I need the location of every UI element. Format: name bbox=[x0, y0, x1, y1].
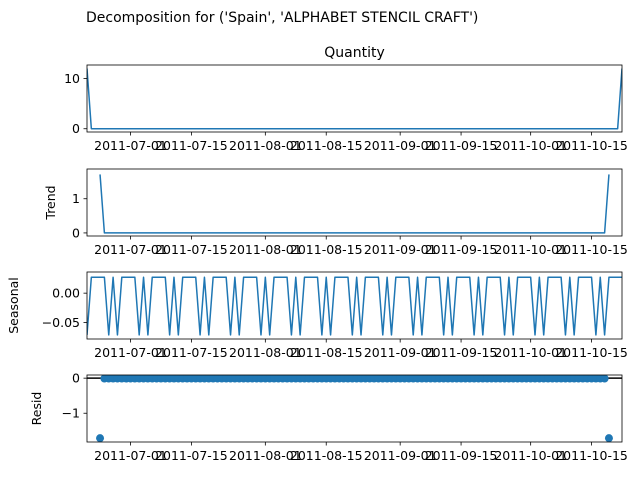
x-tick-label: 2011-08-01 bbox=[229, 448, 302, 463]
x-tick-label: 2011-10-01 bbox=[494, 448, 567, 463]
x-tick-label: 2011-07-15 bbox=[155, 242, 228, 257]
y-tick-label: 0 bbox=[72, 371, 80, 386]
x-tick-label: 2011-10-15 bbox=[555, 138, 628, 153]
x-tick-label: 2011-09-15 bbox=[425, 242, 498, 257]
x-tick-label: 2011-08-01 bbox=[229, 345, 302, 360]
y-axis-label: Trend bbox=[43, 185, 58, 220]
y-tick-label: 0.00 bbox=[52, 286, 80, 301]
plot-area bbox=[87, 276, 622, 336]
x-tick-label: 2011-09-01 bbox=[364, 138, 437, 153]
y-axis-label: Seasonal bbox=[6, 277, 21, 334]
x-tick-label: 2011-08-01 bbox=[229, 138, 302, 153]
x-tick-label: 2011-09-01 bbox=[364, 448, 437, 463]
x-tick-label: 2011-10-01 bbox=[494, 345, 567, 360]
series-line bbox=[87, 68, 622, 130]
axes-frame bbox=[86, 374, 623, 443]
y-tick-label: 0 bbox=[72, 225, 80, 240]
axes-frame bbox=[86, 64, 623, 133]
x-tick-label: 2011-07-15 bbox=[155, 448, 228, 463]
x-tick-label: 2011-10-15 bbox=[555, 242, 628, 257]
x-tick-label: 2011-08-15 bbox=[290, 448, 363, 463]
y-tick-label: 0 bbox=[72, 121, 80, 136]
x-tick-label: 2011-10-15 bbox=[555, 345, 628, 360]
plot-area bbox=[87, 68, 622, 130]
y-tick-label: −0.05 bbox=[42, 315, 80, 330]
x-tick-label: 2011-10-01 bbox=[494, 242, 567, 257]
figure-title: Decomposition for ('Spain', 'ALPHABET ST… bbox=[86, 10, 478, 26]
x-tick-label: 2011-08-15 bbox=[290, 345, 363, 360]
x-tick-label: 2011-07-15 bbox=[155, 345, 228, 360]
x-tick-label: 2011-10-01 bbox=[494, 138, 567, 153]
plot-area bbox=[87, 375, 622, 442]
resid-point bbox=[600, 375, 609, 383]
x-tick-label: 2011-07-01 bbox=[94, 448, 167, 463]
y-tick-label: 10 bbox=[64, 71, 80, 86]
x-tick-label: 2011-09-01 bbox=[364, 242, 437, 257]
x-tick-label: 2011-10-15 bbox=[555, 448, 628, 463]
panel-title: Quantity bbox=[324, 45, 385, 61]
x-tick-label: 2011-09-15 bbox=[425, 345, 498, 360]
y-tick-label: −1 bbox=[62, 406, 80, 421]
x-tick-label: 2011-07-01 bbox=[94, 138, 167, 153]
x-tick-label: 2011-09-01 bbox=[364, 345, 437, 360]
y-axis-label: Resid bbox=[29, 392, 44, 426]
resid-point bbox=[604, 434, 613, 442]
x-tick-label: 2011-07-01 bbox=[94, 242, 167, 257]
series-line bbox=[99, 174, 610, 234]
x-tick-label: 2011-09-15 bbox=[425, 448, 498, 463]
x-tick-label: 2011-08-01 bbox=[229, 242, 302, 257]
x-tick-label: 2011-07-01 bbox=[94, 345, 167, 360]
plot-area bbox=[99, 174, 610, 234]
axes-frame bbox=[86, 271, 623, 340]
axes-frame bbox=[86, 168, 623, 237]
x-tick-label: 2011-08-15 bbox=[290, 138, 363, 153]
x-tick-label: 2011-08-15 bbox=[290, 242, 363, 257]
x-tick-label: 2011-09-15 bbox=[425, 138, 498, 153]
y-tick-label: 1 bbox=[72, 191, 80, 206]
series-line bbox=[87, 276, 622, 336]
resid-point bbox=[96, 434, 105, 442]
x-tick-label: 2011-07-15 bbox=[155, 138, 228, 153]
